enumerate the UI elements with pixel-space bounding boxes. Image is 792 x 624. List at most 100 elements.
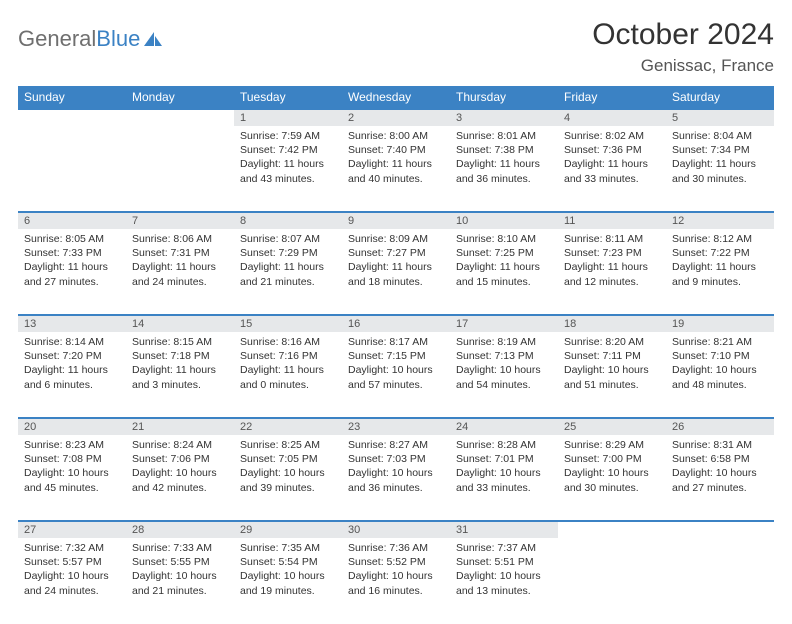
day-ss: Sunset: 5:54 PM — [240, 555, 336, 569]
weekday-header: Friday — [558, 86, 666, 109]
day-sr: Sunrise: 8:04 AM — [672, 129, 768, 143]
day-d2: and 30 minutes. — [564, 481, 660, 495]
day-ss: Sunset: 7:01 PM — [456, 452, 552, 466]
day-content-cell — [126, 126, 234, 212]
day-ss: Sunset: 7:20 PM — [24, 349, 120, 363]
day-d1: Daylight: 11 hours — [24, 260, 120, 274]
day-content-cell: Sunrise: 7:35 AMSunset: 5:54 PMDaylight:… — [234, 538, 342, 624]
day-content-cell: Sunrise: 8:00 AMSunset: 7:40 PMDaylight:… — [342, 126, 450, 212]
day-d1: Daylight: 11 hours — [240, 363, 336, 377]
day-d1: Daylight: 11 hours — [456, 260, 552, 274]
day-d2: and 0 minutes. — [240, 378, 336, 392]
day-number-cell: 2 — [342, 109, 450, 126]
day-sr: Sunrise: 7:59 AM — [240, 129, 336, 143]
day-ss: Sunset: 5:52 PM — [348, 555, 444, 569]
day-number-cell: 27 — [18, 521, 126, 538]
day-content-cell: Sunrise: 8:14 AMSunset: 7:20 PMDaylight:… — [18, 332, 126, 418]
day-content-cell: Sunrise: 8:09 AMSunset: 7:27 PMDaylight:… — [342, 229, 450, 315]
day-d2: and 51 minutes. — [564, 378, 660, 392]
day-content-cell: Sunrise: 8:02 AMSunset: 7:36 PMDaylight:… — [558, 126, 666, 212]
weekday-header: Sunday — [18, 86, 126, 109]
day-ss: Sunset: 6:58 PM — [672, 452, 768, 466]
day-d1: Daylight: 11 hours — [24, 363, 120, 377]
day-number-cell: 26 — [666, 418, 774, 435]
day-number-cell: 9 — [342, 212, 450, 229]
day-sr: Sunrise: 8:24 AM — [132, 438, 228, 452]
day-d1: Daylight: 10 hours — [348, 363, 444, 377]
day-d1: Daylight: 10 hours — [456, 466, 552, 480]
daynum-row: 13141516171819 — [18, 315, 774, 332]
day-d1: Daylight: 11 hours — [672, 260, 768, 274]
day-d2: and 39 minutes. — [240, 481, 336, 495]
day-content-cell: Sunrise: 8:12 AMSunset: 7:22 PMDaylight:… — [666, 229, 774, 315]
month-title: October 2024 — [592, 18, 774, 52]
day-content-cell: Sunrise: 7:32 AMSunset: 5:57 PMDaylight:… — [18, 538, 126, 624]
day-ss: Sunset: 7:34 PM — [672, 143, 768, 157]
day-d2: and 33 minutes. — [456, 481, 552, 495]
day-ss: Sunset: 7:29 PM — [240, 246, 336, 260]
day-sr: Sunrise: 8:29 AM — [564, 438, 660, 452]
weekday-header-row: SundayMondayTuesdayWednesdayThursdayFrid… — [18, 86, 774, 109]
day-number-cell: 1 — [234, 109, 342, 126]
day-sr: Sunrise: 8:12 AM — [672, 232, 768, 246]
day-number-cell: 7 — [126, 212, 234, 229]
day-d2: and 15 minutes. — [456, 275, 552, 289]
day-number-cell: 25 — [558, 418, 666, 435]
content-row: Sunrise: 8:23 AMSunset: 7:08 PMDaylight:… — [18, 435, 774, 521]
day-sr: Sunrise: 7:37 AM — [456, 541, 552, 555]
day-d1: Daylight: 11 hours — [672, 157, 768, 171]
day-d1: Daylight: 10 hours — [456, 363, 552, 377]
day-number-cell: 22 — [234, 418, 342, 435]
day-sr: Sunrise: 8:09 AM — [348, 232, 444, 246]
day-number-cell: 19 — [666, 315, 774, 332]
day-number-cell: 31 — [450, 521, 558, 538]
day-ss: Sunset: 7:16 PM — [240, 349, 336, 363]
day-ss: Sunset: 7:40 PM — [348, 143, 444, 157]
day-d1: Daylight: 11 hours — [240, 157, 336, 171]
day-d2: and 54 minutes. — [456, 378, 552, 392]
day-ss: Sunset: 7:33 PM — [24, 246, 120, 260]
day-d1: Daylight: 10 hours — [672, 363, 768, 377]
day-d1: Daylight: 10 hours — [24, 569, 120, 583]
weekday-header: Wednesday — [342, 86, 450, 109]
day-ss: Sunset: 7:36 PM — [564, 143, 660, 157]
day-content-cell: Sunrise: 8:07 AMSunset: 7:29 PMDaylight:… — [234, 229, 342, 315]
day-d1: Daylight: 10 hours — [132, 569, 228, 583]
day-number-cell: 16 — [342, 315, 450, 332]
day-number-cell: 13 — [18, 315, 126, 332]
day-d1: Daylight: 11 hours — [132, 260, 228, 274]
day-d2: and 24 minutes. — [24, 584, 120, 598]
day-d1: Daylight: 11 hours — [348, 157, 444, 171]
day-d1: Daylight: 11 hours — [132, 363, 228, 377]
day-d1: Daylight: 10 hours — [348, 569, 444, 583]
weekday-header: Tuesday — [234, 86, 342, 109]
content-row: Sunrise: 8:14 AMSunset: 7:20 PMDaylight:… — [18, 332, 774, 418]
location-label: Genissac, France — [592, 56, 774, 76]
day-content-cell — [18, 126, 126, 212]
day-ss: Sunset: 7:10 PM — [672, 349, 768, 363]
day-content-cell: Sunrise: 8:10 AMSunset: 7:25 PMDaylight:… — [450, 229, 558, 315]
weekday-header: Thursday — [450, 86, 558, 109]
day-content-cell: Sunrise: 8:20 AMSunset: 7:11 PMDaylight:… — [558, 332, 666, 418]
day-ss: Sunset: 7:11 PM — [564, 349, 660, 363]
day-d2: and 3 minutes. — [132, 378, 228, 392]
day-sr: Sunrise: 8:00 AM — [348, 129, 444, 143]
day-d2: and 24 minutes. — [132, 275, 228, 289]
content-row: Sunrise: 7:32 AMSunset: 5:57 PMDaylight:… — [18, 538, 774, 624]
day-d2: and 57 minutes. — [348, 378, 444, 392]
day-content-cell: Sunrise: 8:06 AMSunset: 7:31 PMDaylight:… — [126, 229, 234, 315]
day-d2: and 21 minutes. — [240, 275, 336, 289]
day-d2: and 19 minutes. — [240, 584, 336, 598]
day-number-cell: 8 — [234, 212, 342, 229]
day-sr: Sunrise: 8:11 AM — [564, 232, 660, 246]
day-sr: Sunrise: 8:27 AM — [348, 438, 444, 452]
day-number-cell: 28 — [126, 521, 234, 538]
day-sr: Sunrise: 8:01 AM — [456, 129, 552, 143]
day-sr: Sunrise: 8:16 AM — [240, 335, 336, 349]
day-d1: Daylight: 10 hours — [456, 569, 552, 583]
day-number-cell: 18 — [558, 315, 666, 332]
day-content-cell: Sunrise: 8:11 AMSunset: 7:23 PMDaylight:… — [558, 229, 666, 315]
day-content-cell: Sunrise: 8:25 AMSunset: 7:05 PMDaylight:… — [234, 435, 342, 521]
day-d1: Daylight: 10 hours — [240, 569, 336, 583]
day-sr: Sunrise: 7:32 AM — [24, 541, 120, 555]
